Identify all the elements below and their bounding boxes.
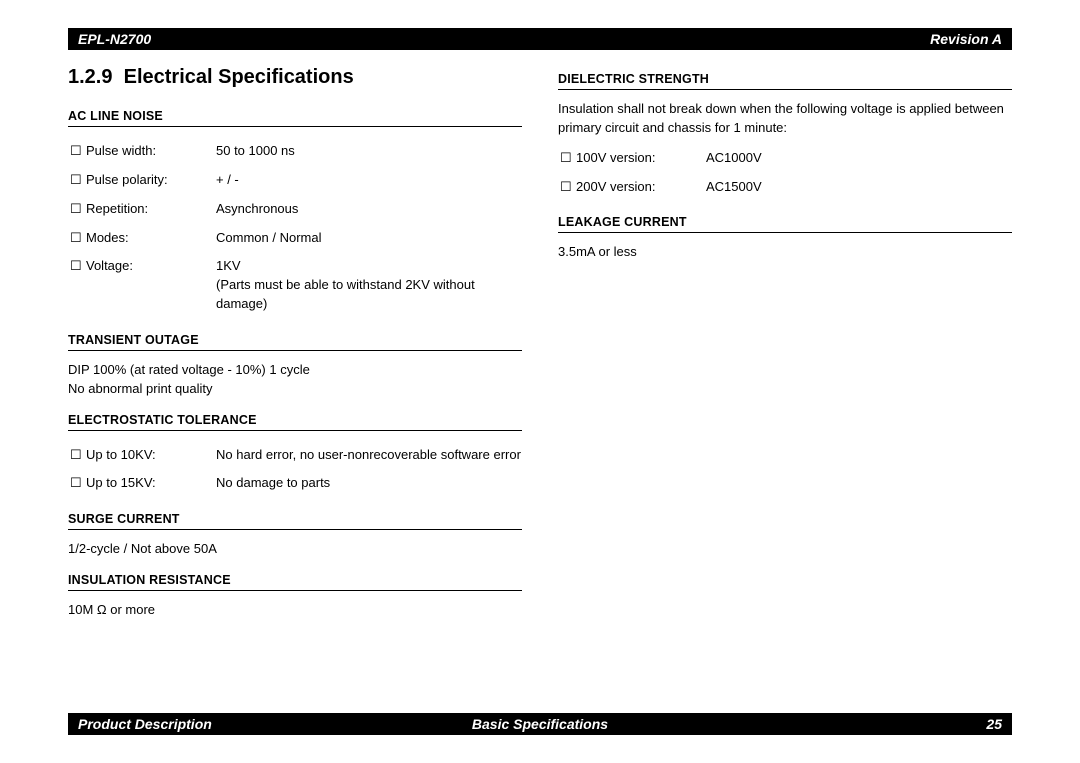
spec-label: Pulse width: bbox=[86, 142, 216, 161]
header-left: EPL-N2700 bbox=[78, 31, 151, 47]
dielectric-strength-body: Insulation shall not break down when the… bbox=[558, 100, 1012, 138]
list-item: ☐Up to 15KV:No damage to parts bbox=[68, 469, 522, 498]
spec-value: + / - bbox=[216, 171, 522, 190]
bullet-icon: ☐ bbox=[68, 200, 86, 219]
list-item: ☐Pulse polarity:+ / - bbox=[68, 166, 522, 195]
spec-value: AC1500V bbox=[706, 178, 1012, 197]
heading-dielectric-strength: Dielectric Strength bbox=[558, 72, 1012, 90]
section-title: 1.2.9 Electrical Specifications bbox=[68, 66, 522, 89]
bullet-icon: ☐ bbox=[558, 178, 576, 197]
heading-surge-current: Surge Current bbox=[68, 512, 522, 530]
spec-value: No damage to parts bbox=[216, 474, 522, 493]
heading-insulation-resistance: Insulation Resistance bbox=[68, 573, 522, 591]
bullet-icon: ☐ bbox=[68, 474, 86, 493]
spec-value: 1KV (Parts must be able to withstand 2KV… bbox=[216, 257, 522, 314]
spec-label: 200V version: bbox=[576, 178, 706, 197]
bullet-icon: ☐ bbox=[68, 446, 86, 465]
footer-bar: Product Description Basic Specifications… bbox=[68, 713, 1012, 735]
spec-label: Up to 15KV: bbox=[86, 474, 216, 493]
spec-label: Modes: bbox=[86, 229, 216, 248]
bullet-icon: ☐ bbox=[68, 257, 86, 276]
spec-value: Asynchronous bbox=[216, 200, 522, 219]
spec-label: Voltage: bbox=[86, 257, 216, 276]
left-column: 1.2.9 Electrical Specifications Ac Line … bbox=[68, 60, 522, 703]
insulation-resistance-body: 10M Ω or more bbox=[68, 601, 522, 620]
transient-outage-body: DIP 100% (at rated voltage - 10%) 1 cycl… bbox=[68, 361, 522, 399]
bullet-icon: ☐ bbox=[68, 229, 86, 248]
electrostatic-tolerance-list: ☐Up to 10KV:No hard error, no user-nonre… bbox=[68, 441, 522, 499]
spec-value: AC1000V bbox=[706, 149, 1012, 168]
heading-electrostatic-tolerance: Electrostatic Tolerance bbox=[68, 413, 522, 431]
spec-label: Pulse polarity: bbox=[86, 171, 216, 190]
list-item: ☐Voltage:1KV (Parts must be able to with… bbox=[68, 252, 522, 319]
spec-value: Common / Normal bbox=[216, 229, 522, 248]
spec-value: No hard error, no user-nonrecoverable so… bbox=[216, 446, 522, 465]
header-right: Revision A bbox=[930, 31, 1002, 47]
dielectric-strength-list: ☐100V version:AC1000V ☐200V version:AC15… bbox=[558, 144, 1012, 202]
list-item: ☐Up to 10KV:No hard error, no user-nonre… bbox=[68, 441, 522, 470]
list-item: ☐Repetition:Asynchronous bbox=[68, 195, 522, 224]
ac-line-noise-list: ☐Pulse width:50 to 1000 ns ☐Pulse polari… bbox=[68, 137, 522, 319]
heading-ac-line-noise: Ac Line Noise bbox=[68, 109, 522, 127]
list-item: ☐200V version:AC1500V bbox=[558, 173, 1012, 202]
content-area: 1.2.9 Electrical Specifications Ac Line … bbox=[68, 60, 1012, 703]
section-number: 1.2.9 bbox=[68, 66, 112, 88]
surge-current-body: 1/2-cycle / Not above 50A bbox=[68, 540, 522, 559]
section-title-text: Electrical Specifications bbox=[124, 66, 354, 88]
list-item: ☐Pulse width:50 to 1000 ns bbox=[68, 137, 522, 166]
footer-center: Basic Specifications bbox=[68, 716, 1012, 732]
spec-value: 50 to 1000 ns bbox=[216, 142, 522, 161]
heading-leakage-current: Leakage Current bbox=[558, 215, 1012, 233]
spec-label: 100V version: bbox=[576, 149, 706, 168]
bullet-icon: ☐ bbox=[558, 149, 576, 168]
spec-label: Up to 10KV: bbox=[86, 446, 216, 465]
bullet-icon: ☐ bbox=[68, 171, 86, 190]
right-column: Dielectric Strength Insulation shall not… bbox=[558, 60, 1012, 703]
list-item: ☐Modes:Common / Normal bbox=[68, 224, 522, 253]
heading-transient-outage: Transient Outage bbox=[68, 333, 522, 351]
header-bar: EPL-N2700 Revision A bbox=[68, 28, 1012, 50]
list-item: ☐100V version:AC1000V bbox=[558, 144, 1012, 173]
bullet-icon: ☐ bbox=[68, 142, 86, 161]
spec-label: Repetition: bbox=[86, 200, 216, 219]
leakage-current-body: 3.5mA or less bbox=[558, 243, 1012, 262]
